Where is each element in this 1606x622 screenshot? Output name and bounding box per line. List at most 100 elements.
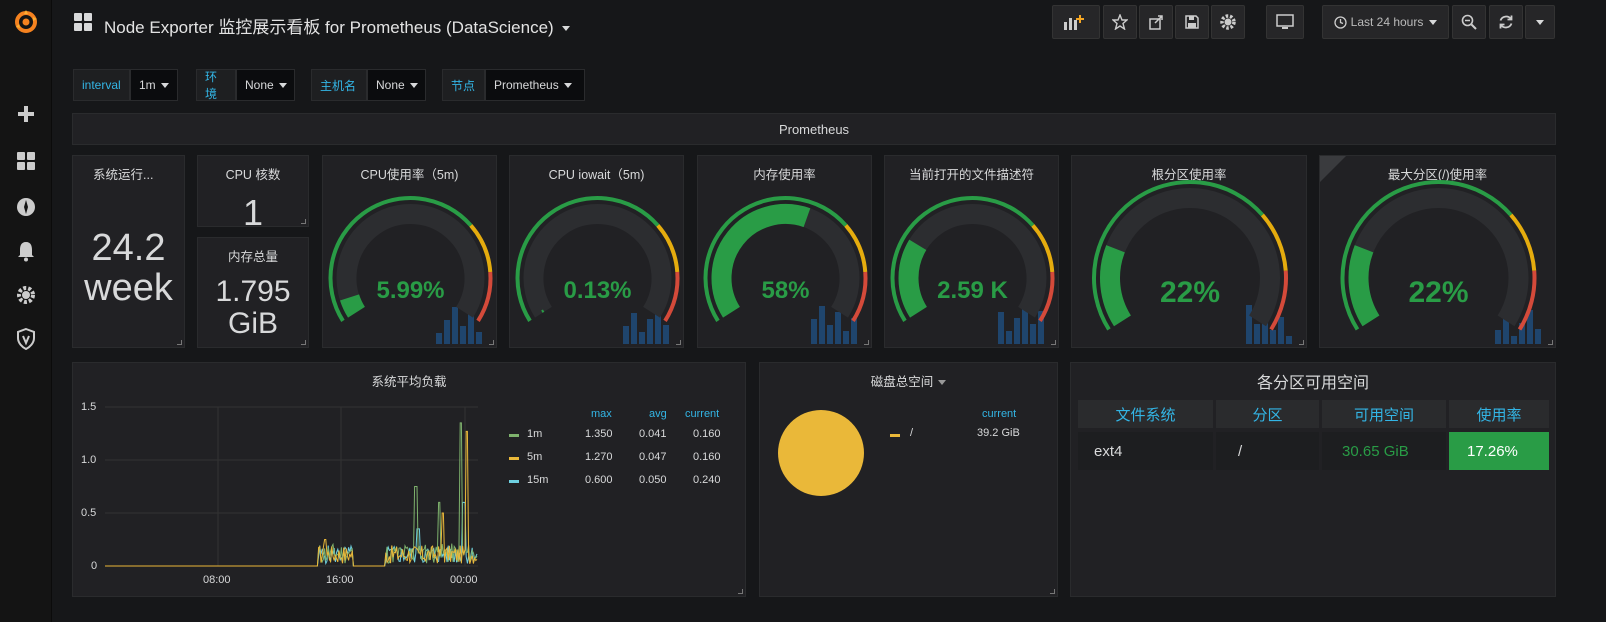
panel-memory-usage[interactable]: 内存使用率 58% — [697, 155, 872, 348]
gauge-chart: 22% — [1092, 180, 1292, 344]
resize-handle[interactable] — [676, 340, 681, 345]
resize-handle[interactable] — [1050, 589, 1055, 594]
var-select-hostname[interactable]: None — [367, 69, 426, 101]
monitor-icon — [1276, 14, 1294, 29]
resize-handle[interactable] — [738, 589, 743, 594]
gauge-value-arc — [541, 309, 545, 313]
panel-uptime[interactable]: 系统运行... 24.2 week — [72, 155, 185, 348]
panel-disk-total[interactable]: 磁盘总空间 current / 39.2 GiB — [759, 362, 1058, 597]
dashboard-title[interactable]: Node Exporter 监控展示看板 for Prometheus (Dat… — [104, 13, 570, 38]
panel-info-corner-icon[interactable] — [1320, 156, 1346, 182]
plus-icon[interactable] — [0, 96, 52, 132]
row-header-prometheus[interactable]: Prometheus — [72, 113, 1556, 145]
table-cell-available: 30.65 GiB — [1322, 432, 1446, 470]
dashboard-settings-button[interactable] — [1211, 5, 1245, 39]
chevron-down-icon — [160, 82, 169, 88]
refresh-interval-dropdown[interactable] — [1525, 5, 1555, 39]
legend-avg-15m: 0.050 — [639, 474, 667, 486]
var-select-interval[interactable]: 1m — [130, 69, 178, 101]
gauge-threshold-green — [328, 196, 473, 322]
resize-handle[interactable] — [177, 340, 182, 345]
zoom-out-button[interactable] — [1452, 5, 1486, 39]
sparkline-bar — [1527, 310, 1533, 344]
sparkline-bar — [631, 313, 637, 344]
table-header-usage[interactable]: 使用率 — [1449, 400, 1549, 428]
dashboards-icon[interactable] — [0, 143, 52, 179]
panel-mem-total[interactable]: 内存总量 1.795 GiB — [197, 237, 309, 348]
pie-slice-root[interactable] — [778, 410, 864, 496]
sparkline-bar — [663, 325, 669, 344]
legend-name-root[interactable]: / — [910, 427, 914, 439]
panel-cpu-cores[interactable]: CPU 核数 1 — [197, 155, 309, 227]
var-label-env: 环境 — [196, 69, 236, 101]
table-header-available[interactable]: 可用空间 — [1322, 400, 1446, 428]
legend-avg-5m: 0.047 — [639, 451, 667, 463]
share-dashboard-button[interactable] — [1139, 5, 1173, 39]
alerting-bell-icon[interactable] — [0, 233, 52, 269]
panel-max-partition-usage[interactable]: 最大分区(/)使用率 22% — [1319, 155, 1556, 348]
gauge-threshold-orange — [844, 224, 868, 273]
resize-handle[interactable] — [1299, 340, 1304, 345]
panel-title: 内存总量 — [227, 250, 278, 264]
table-cell-filesystem: ext4 — [1078, 432, 1213, 470]
gauge-threshold-red — [1517, 270, 1537, 331]
panel-system-load[interactable]: 系统平均负载 1.5 1.0 0.5 0 08:00 16:00 00:00 m… — [72, 362, 746, 597]
legend-header-max: max — [591, 408, 612, 420]
panel-title: 最大分区(/)使用率 — [1387, 168, 1488, 182]
chevron-down-icon — [409, 82, 418, 88]
gauge-threshold-red — [1269, 270, 1288, 331]
var-value-node: Prometheus — [494, 78, 559, 92]
uptime-value: 24.2 week — [73, 228, 184, 308]
panel-cpu-usage[interactable]: CPU使用率（5m) 5.99% — [322, 155, 497, 348]
resize-handle[interactable] — [301, 340, 306, 345]
refresh-button[interactable] — [1489, 5, 1523, 39]
grafana-logo-icon[interactable] — [0, 4, 52, 40]
resize-handle[interactable] — [1548, 340, 1553, 345]
sparkline-bar — [1270, 330, 1276, 344]
var-select-env[interactable]: None — [236, 69, 295, 101]
panel-cpu-iowait[interactable]: CPU iowait（5m) 0.13% — [509, 155, 684, 348]
dashboard-apps-icon[interactable] — [74, 13, 92, 31]
mem-total-unit: GiB — [227, 307, 278, 340]
panel-open-fds[interactable]: 当前打开的文件描述符 2.59 K — [884, 155, 1059, 348]
panel-title: 根分区使用率 — [1151, 168, 1227, 182]
save-dashboard-button[interactable] — [1175, 5, 1209, 39]
time-range-picker[interactable]: Last 24 hours — [1322, 5, 1449, 39]
cycle-view-mode-button[interactable] — [1266, 5, 1304, 39]
gauge-threshold-red — [476, 271, 493, 322]
legend-name-5m[interactable]: 5m — [527, 451, 543, 463]
legend-name-15m[interactable]: 15m — [527, 474, 549, 486]
resize-handle[interactable] — [489, 340, 494, 345]
var-select-node[interactable]: Prometheus — [485, 69, 585, 101]
sparkline-bar — [468, 313, 474, 344]
panel-root-partition-usage[interactable]: 根分区使用率 22% — [1071, 155, 1307, 348]
y-tick: 1.5 — [81, 401, 97, 413]
explore-compass-icon[interactable] — [0, 189, 52, 225]
x-tick: 00:00 — [450, 574, 478, 586]
legend-name-1m[interactable]: 1m — [527, 428, 543, 440]
resize-handle[interactable] — [864, 340, 869, 345]
sparkline-bar — [998, 312, 1004, 344]
legend-current-5m: 0.160 — [693, 451, 721, 463]
resize-handle[interactable] — [301, 219, 306, 224]
star-dashboard-button[interactable] — [1103, 5, 1137, 39]
sparkline-bar — [1278, 317, 1284, 344]
table-header-filesystem[interactable]: 文件系统 — [1078, 400, 1213, 428]
gauge-value-text: 58% — [761, 277, 809, 304]
panel-title[interactable]: 磁盘总空间 — [760, 371, 1057, 390]
sparkline-bar — [639, 332, 645, 344]
gauge-chart: 22% — [1340, 180, 1541, 344]
resize-handle[interactable] — [1051, 340, 1056, 345]
table-header-partition[interactable]: 分区 — [1216, 400, 1319, 428]
panel-partition-free-space[interactable]: 各分区可用空间 — [1070, 362, 1556, 597]
refresh-icon — [1499, 15, 1513, 29]
add-panel-button[interactable] — [1052, 5, 1100, 39]
clock-icon — [1333, 15, 1347, 29]
gauge-value-text: 2.59 K — [937, 277, 1008, 304]
var-value-interval: 1m — [139, 78, 156, 92]
configuration-gear-icon[interactable] — [0, 277, 52, 313]
server-admin-shield-icon[interactable] — [0, 321, 52, 357]
legend-header-avg: avg — [649, 408, 667, 420]
load-graph[interactable] — [73, 363, 746, 597]
sparkline-bar — [1503, 317, 1509, 344]
